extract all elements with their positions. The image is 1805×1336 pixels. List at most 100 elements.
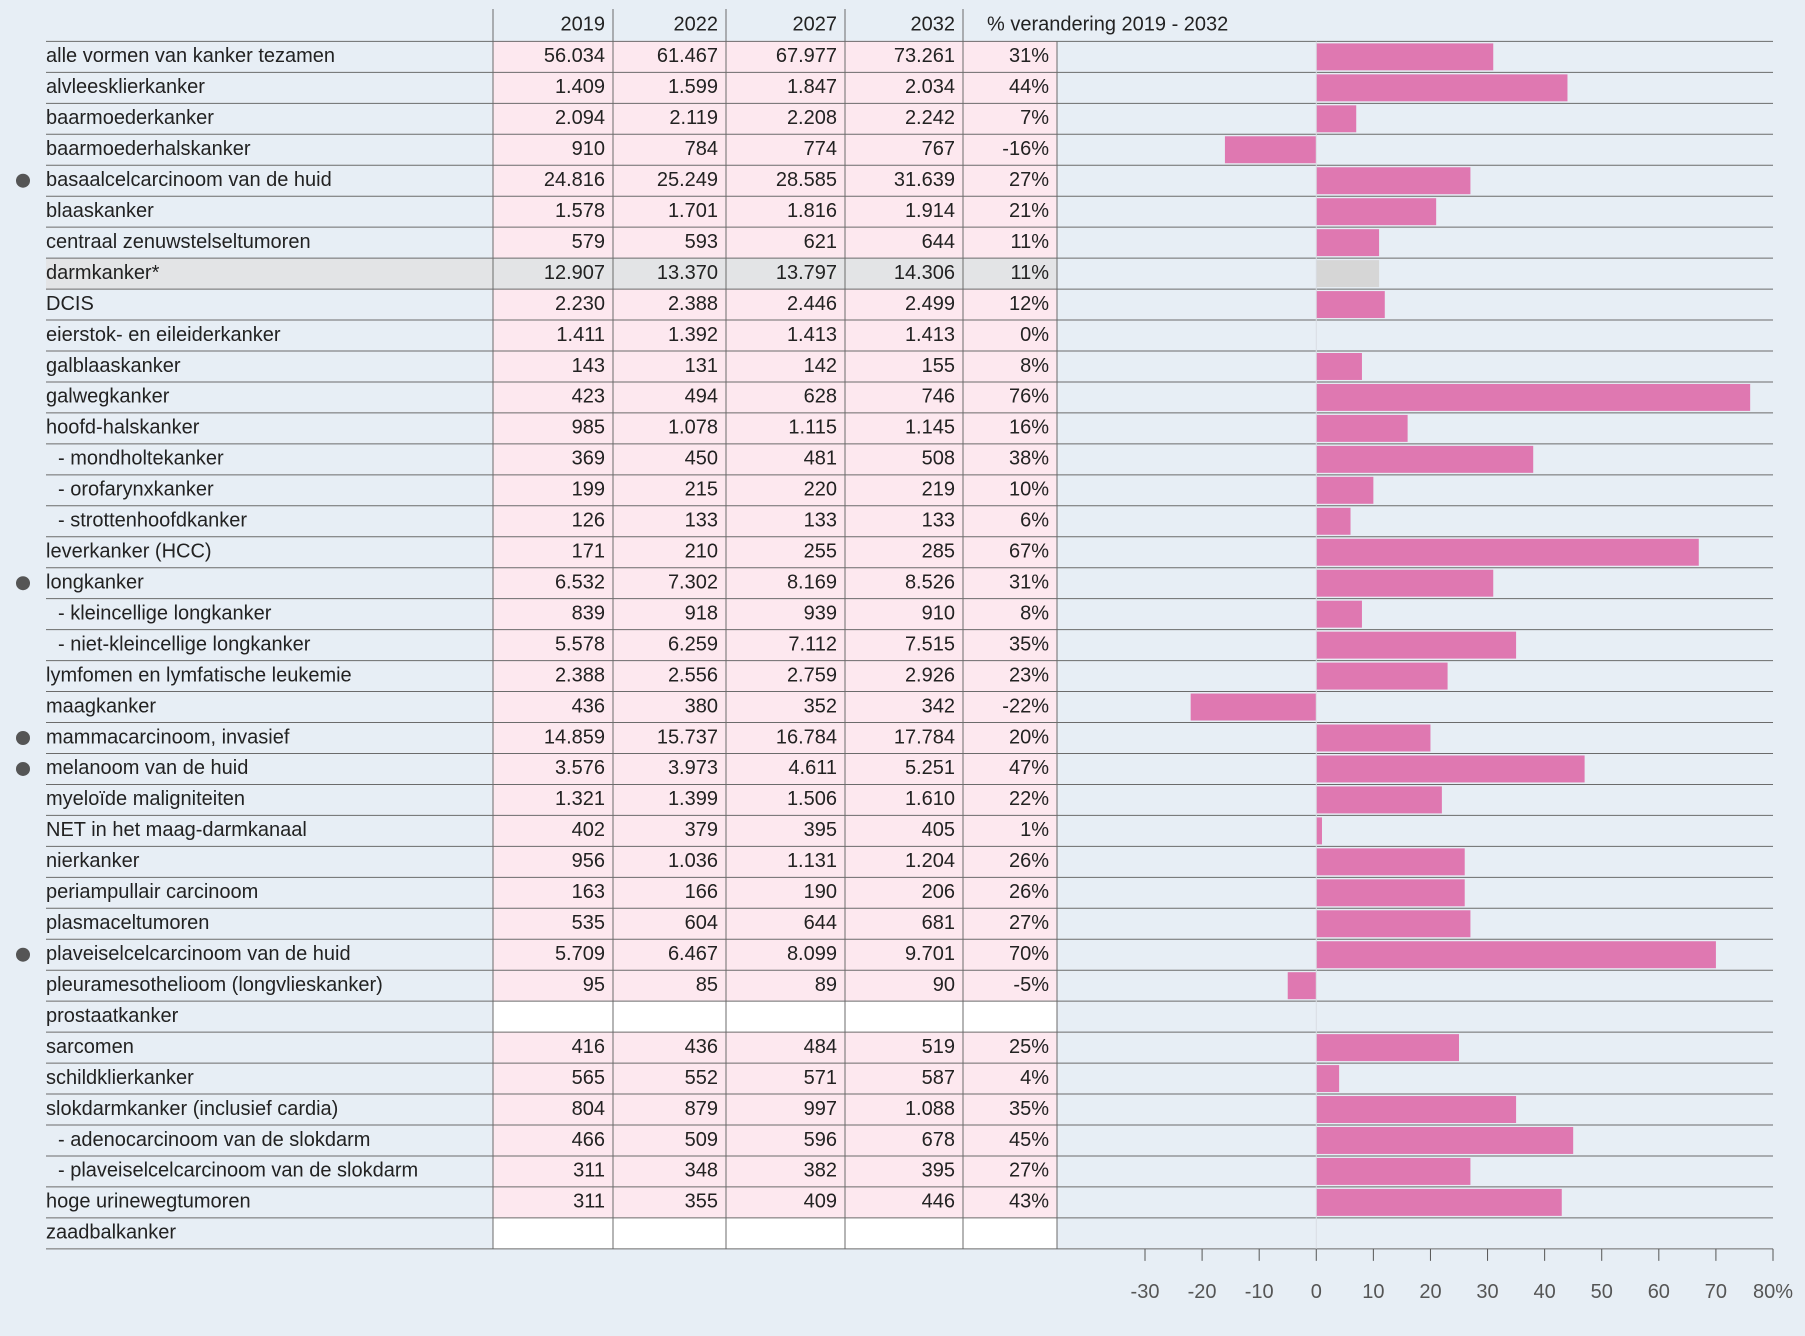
category-label: DCIS [46,293,94,315]
cell-value: 446 [922,1191,955,1213]
cell-value: 5.709 [555,943,605,965]
bar [1316,631,1517,659]
cell-value: 985 [572,417,605,439]
cell-value: 450 [685,448,718,470]
cell-value: 1.506 [787,788,837,810]
bar [1316,662,1448,690]
category-label: prostaatkanker [46,1005,179,1027]
bar [1316,105,1357,133]
cell-value: 1.701 [668,200,718,222]
bar [1316,910,1471,938]
cell-value: 14.306 [894,262,955,284]
cell-value: 571 [804,1067,837,1089]
cell-value: 395 [804,819,837,841]
pct-label: 7% [1020,107,1049,129]
cell-value: 6.467 [668,943,718,965]
bar [1316,817,1322,845]
pct-label: 31% [1009,45,1049,67]
cell-value: 1.409 [555,76,605,98]
pct-label: 23% [1009,664,1049,686]
category-label: - strottenhoofdkanker [58,510,247,532]
cell-value: 348 [685,1160,718,1182]
pct-label: -5% [1013,974,1049,996]
cell-value: 2.034 [905,76,955,98]
cell-value: 1.413 [787,324,837,346]
x-tick-label: -30 [1131,1281,1160,1303]
category-label: alle vormen van kanker tezamen [46,45,335,67]
category-label: myeloïde maligniteiten [46,788,245,810]
pct-label: 70% [1009,943,1049,965]
category-label: baarmoederkanker [46,107,214,129]
pct-label: 31% [1009,571,1049,593]
row-dot [16,173,30,188]
cell-value: 774 [804,138,837,160]
cell-value: 5.251 [905,757,955,779]
pct-label: -22% [1002,695,1049,717]
cell-bg [493,970,1057,1002]
bar [1316,1065,1340,1093]
cell-value: 199 [572,479,605,501]
cell-value: 2.556 [668,664,718,686]
pct-label: 21% [1009,200,1049,222]
cell-value: 56.034 [544,45,605,67]
cell-value: 1.411 [556,324,605,346]
pct-label: 45% [1009,1129,1049,1151]
category-label: basaalcelcarcinoom van de huid [46,169,332,191]
cell-value: 369 [572,448,605,470]
cell-value: 15.737 [657,726,718,748]
cell-bg [493,1001,1057,1033]
pct-label: 11% [1010,262,1049,284]
category-label: - adenocarcinoom van de slokdarm [58,1129,370,1151]
column-header: 2019 [561,13,606,35]
category-label: - orofarynxkanker [58,479,214,501]
cell-value: 593 [685,231,718,253]
cell-value: 352 [804,695,837,717]
cell-value: 552 [685,1067,718,1089]
pct-label: 6% [1020,510,1049,532]
category-label: schildklierkanker [46,1067,194,1089]
bar [1316,414,1408,442]
category-label: - kleincellige longkanker [58,602,272,624]
cell-value: 2.208 [787,107,837,129]
cell-value: 416 [572,1036,605,1058]
cell-value: 402 [572,819,605,841]
cell-value: 2.759 [787,664,837,686]
column-header: 2032 [911,13,956,35]
bar [1316,1096,1517,1123]
bar [1316,74,1568,102]
cell-value: 13.370 [657,262,718,284]
x-tick-label: 40 [1534,1281,1556,1303]
cell-value: 2.242 [905,107,955,129]
cell-value: 24.816 [544,169,605,191]
cell-value: 405 [922,819,955,841]
cell-value: 355 [685,1191,718,1213]
cell-value: 3.576 [555,757,605,779]
cell-value: 382 [804,1160,837,1182]
cell-value: 311 [573,1160,605,1182]
cell-value: 1.036 [668,850,718,872]
cell-value: 7.112 [788,633,837,655]
bar [1316,1034,1459,1062]
bar [1316,291,1385,319]
cell-value: 565 [572,1067,605,1089]
cell-value: 155 [922,355,955,377]
pct-label: 44% [1009,76,1049,98]
cell-value: 285 [922,541,955,563]
pct-label: 35% [1009,1098,1049,1120]
cell-value: 215 [685,479,718,501]
cell-value: 131 [685,355,718,377]
cell-value: 596 [804,1129,837,1151]
cell-value: 508 [922,448,955,470]
category-label: - niet-kleincellige longkanker [58,633,311,655]
cell-value: 436 [685,1036,718,1058]
cell-value: 879 [685,1098,718,1120]
cell-value: 3.973 [668,757,718,779]
cell-value: 342 [922,695,955,717]
cell-value: 1.399 [668,788,718,810]
pct-label: 25% [1009,1036,1049,1058]
pct-label: 20% [1009,726,1049,748]
cell-value: 206 [922,881,955,903]
category-label: darmkanker* [46,262,160,284]
pct-label: 35% [1009,633,1049,655]
cell-value: 12.907 [544,262,605,284]
